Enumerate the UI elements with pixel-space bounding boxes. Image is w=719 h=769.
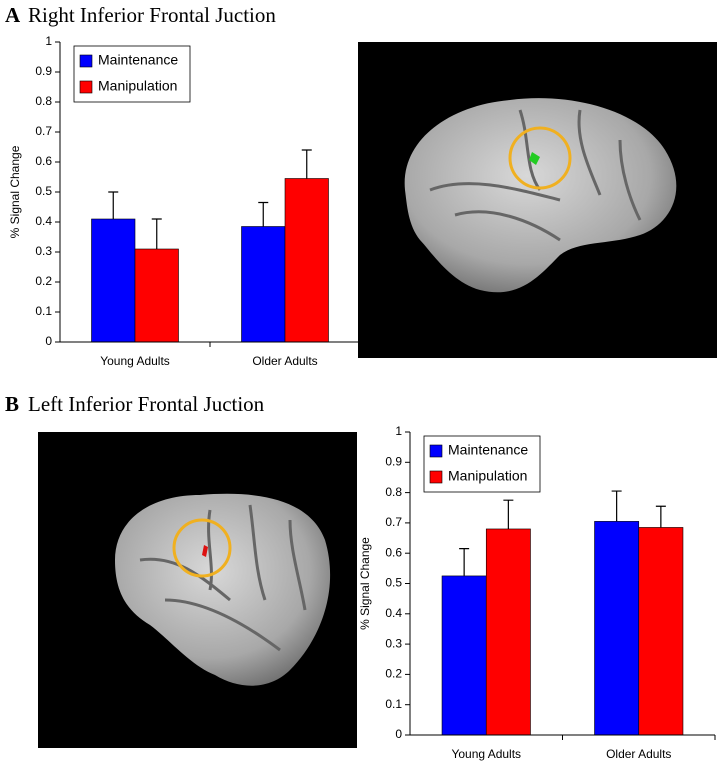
y-tick-label: 0.6 [35,154,52,168]
bar [638,527,684,736]
axes [409,432,715,736]
legend-label: Manipulation [98,78,177,94]
brain-image-a [358,42,717,358]
legend-swatch [429,470,443,484]
y-tick-label: 0.5 [35,184,52,198]
y-tick-label: 0.6 [385,545,402,559]
panel-label: B [5,392,19,416]
error-bar [655,505,666,528]
y-axis-label: % Signal Change [8,145,22,238]
y-tick-label: 0.9 [35,64,52,78]
brain-image-b [38,432,357,748]
x-tick-label: Older Adults [606,747,671,761]
error-bar [151,218,162,249]
panel-label: A [5,3,21,27]
error-bar [258,201,269,227]
error-bar [108,191,119,219]
y-tick-label: 0.1 [35,304,52,318]
y-tick-label: 0.2 [385,667,402,681]
y-tick-label: 0.8 [385,485,402,499]
y-tick-label: 0.8 [35,94,52,108]
legend-swatch [79,54,93,68]
y-tick-label: 0.1 [385,697,402,711]
legend-label: Maintenance [98,52,178,68]
y-tick-label: 0.7 [35,124,52,138]
bar [241,226,286,343]
y-tick-label: 0.3 [35,244,52,258]
legend-box [73,45,191,103]
bar [594,521,640,736]
y-tick-label: 0 [45,334,52,348]
error-bar [459,548,470,576]
y-tick-label: 0.4 [35,214,52,228]
y-tick-label: 0.9 [385,454,402,468]
y-tick-label: 0 [395,727,402,741]
bar [485,528,531,736]
y-tick-label: 0.7 [385,515,402,529]
x-tick-label: Young Adults [100,354,170,368]
bar [284,178,329,343]
error-bar [503,499,514,529]
y-tick-label: 0.2 [35,274,52,288]
legend-swatch [79,80,93,94]
x-axis-ticks [209,342,361,347]
bar [134,248,179,343]
axes [59,42,360,343]
legend-label: Manipulation [448,468,527,484]
x-tick-label: Older Adults [252,354,317,368]
chart-title: Right Inferior Frontal Juction [28,3,276,27]
x-tick-label: Young Adults [451,747,521,761]
y-tick-label: 0.5 [385,576,402,590]
legend-label: Maintenance [448,442,528,458]
y-tick-label: 0.4 [385,606,402,620]
bar [441,575,487,736]
y-tick-label: 1 [45,34,52,48]
legend-box [423,435,541,493]
error-bar [611,490,622,522]
error-bar [301,149,312,179]
x-axis-ticks [562,735,716,740]
chart-title: Left Inferior Frontal Juction [28,392,265,416]
legend-swatch [429,444,443,458]
bar [91,218,136,343]
y-tick-label: 1 [395,424,402,438]
y-axis-label: % Signal Change [358,537,372,630]
y-tick-label: 0.3 [385,636,402,650]
